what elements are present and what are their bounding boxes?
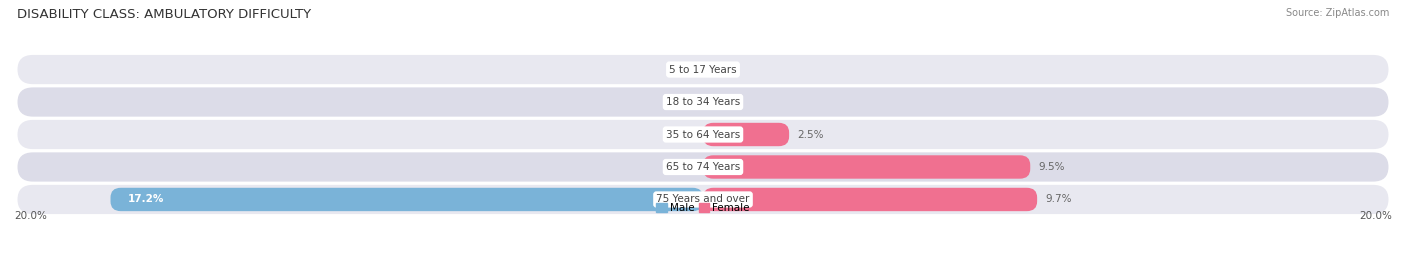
FancyBboxPatch shape bbox=[17, 87, 1389, 117]
Text: 17.2%: 17.2% bbox=[128, 194, 165, 204]
Text: 75 Years and over: 75 Years and over bbox=[657, 194, 749, 204]
FancyBboxPatch shape bbox=[111, 188, 703, 211]
Text: 0.0%: 0.0% bbox=[668, 129, 695, 140]
Text: DISABILITY CLASS: AMBULATORY DIFFICULTY: DISABILITY CLASS: AMBULATORY DIFFICULTY bbox=[17, 8, 311, 21]
FancyBboxPatch shape bbox=[17, 120, 1389, 149]
Text: 0.0%: 0.0% bbox=[668, 162, 695, 172]
FancyBboxPatch shape bbox=[703, 123, 789, 146]
Text: 9.7%: 9.7% bbox=[1046, 194, 1073, 204]
Text: 2.5%: 2.5% bbox=[797, 129, 824, 140]
Text: 0.0%: 0.0% bbox=[668, 65, 695, 75]
FancyBboxPatch shape bbox=[703, 155, 1031, 179]
Text: 9.5%: 9.5% bbox=[1039, 162, 1066, 172]
Text: 0.0%: 0.0% bbox=[711, 97, 738, 107]
FancyBboxPatch shape bbox=[17, 55, 1389, 84]
Text: 5 to 17 Years: 5 to 17 Years bbox=[669, 65, 737, 75]
Text: 0.0%: 0.0% bbox=[668, 97, 695, 107]
Text: 65 to 74 Years: 65 to 74 Years bbox=[666, 162, 740, 172]
Text: 18 to 34 Years: 18 to 34 Years bbox=[666, 97, 740, 107]
Text: 20.0%: 20.0% bbox=[1360, 211, 1392, 221]
Text: 0.0%: 0.0% bbox=[711, 65, 738, 75]
Text: 35 to 64 Years: 35 to 64 Years bbox=[666, 129, 740, 140]
Legend: Male, Female: Male, Female bbox=[652, 199, 754, 217]
FancyBboxPatch shape bbox=[703, 188, 1038, 211]
FancyBboxPatch shape bbox=[17, 185, 1389, 214]
Text: Source: ZipAtlas.com: Source: ZipAtlas.com bbox=[1285, 8, 1389, 18]
Text: 20.0%: 20.0% bbox=[14, 211, 46, 221]
FancyBboxPatch shape bbox=[17, 152, 1389, 182]
